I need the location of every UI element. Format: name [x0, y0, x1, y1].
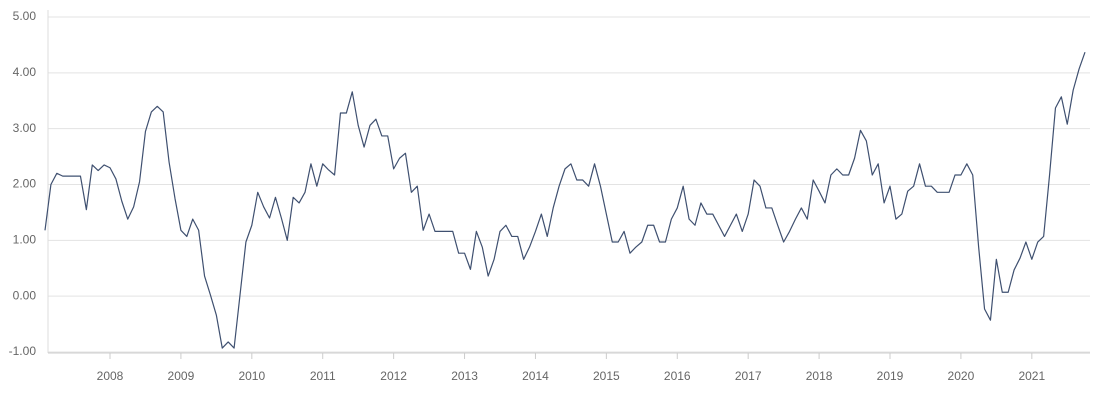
y-tick-label: 4.00 [13, 65, 37, 79]
x-tick-label: 2017 [735, 369, 762, 383]
x-tick-label: 2011 [310, 369, 336, 383]
y-tick-label: 2.00 [13, 177, 37, 191]
y-tick-label: 5.00 [13, 9, 37, 23]
x-tick-label: 2010 [238, 369, 265, 383]
x-tick-label: 2012 [380, 369, 407, 383]
x-tick-label: 2021 [1018, 369, 1045, 383]
x-tick-label: 2014 [522, 369, 549, 383]
y-tick-label: 0.00 [13, 288, 37, 302]
x-tick-label: 2008 [97, 369, 124, 383]
data-line [44, 51, 1086, 349]
y-tick-label: 3.00 [13, 121, 37, 135]
x-tick-label: 2013 [451, 369, 478, 383]
x-tick-label: 2016 [664, 369, 691, 383]
x-tick-label: 2015 [593, 369, 620, 383]
x-tick-label: 2020 [948, 369, 975, 383]
y-tick-label: -1.00 [9, 344, 37, 358]
x-tick-label: 2018 [806, 369, 833, 383]
y-tick-label: 1.00 [13, 233, 37, 247]
x-tick-label: 2009 [168, 369, 195, 383]
x-tick-label: 2019 [877, 369, 904, 383]
